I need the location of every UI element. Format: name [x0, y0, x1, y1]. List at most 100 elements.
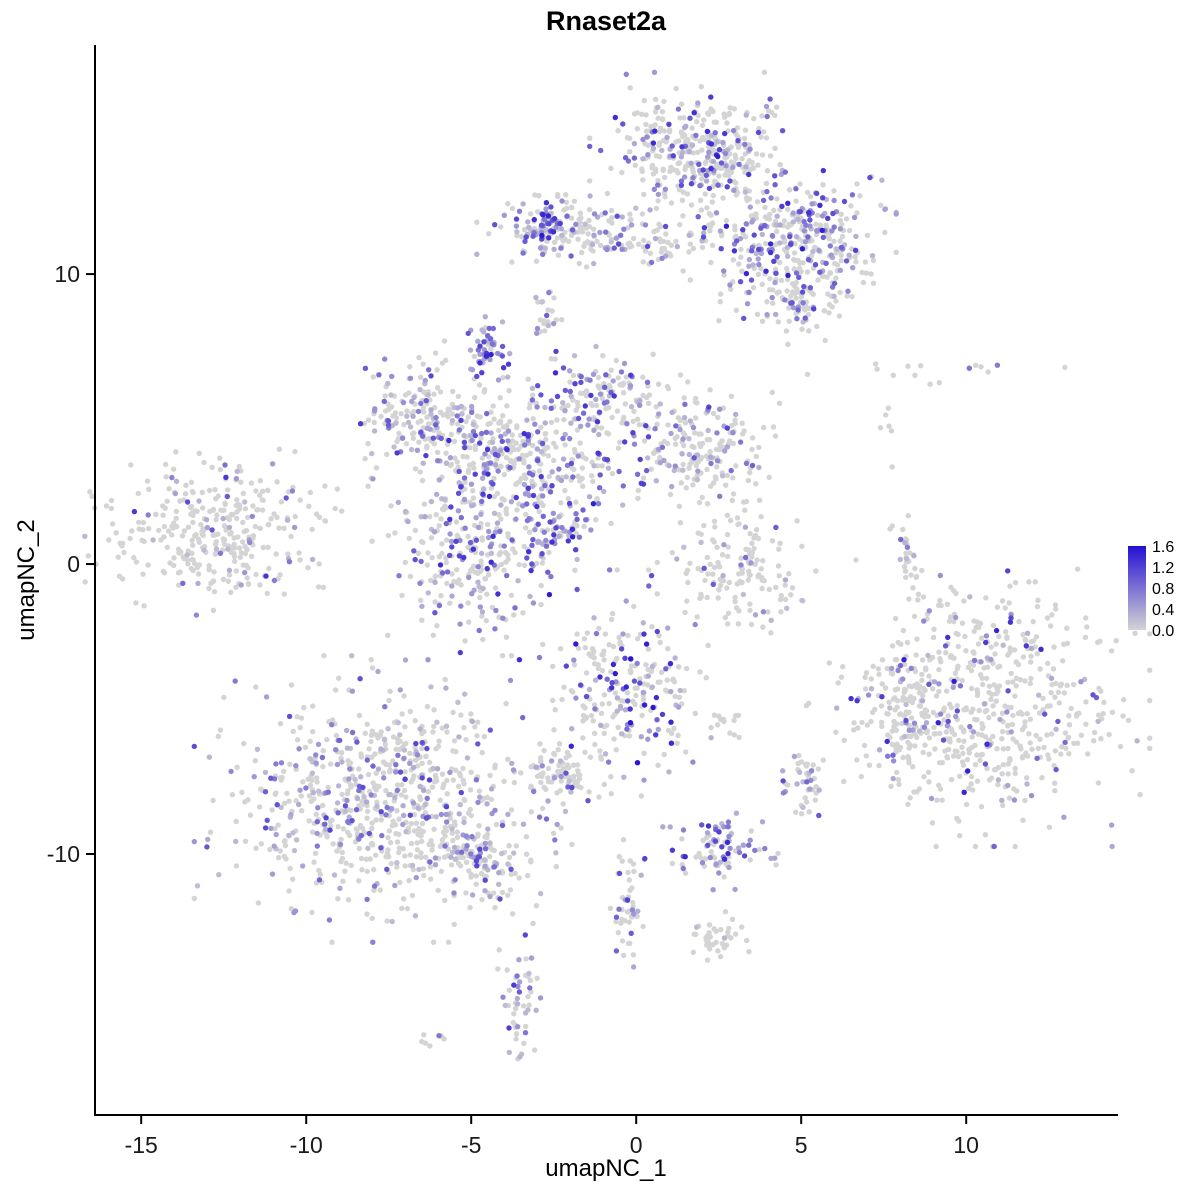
- data-point: [868, 271, 874, 277]
- data-point: [286, 888, 292, 894]
- data-point: [937, 730, 943, 737]
- data-point: [406, 390, 412, 396]
- data-point: [615, 724, 621, 731]
- data-point: [469, 367, 476, 373]
- data-point: [652, 109, 659, 115]
- data-point: [759, 281, 765, 287]
- data-point: [753, 527, 760, 533]
- data-point: [713, 928, 719, 934]
- data-point: [282, 842, 289, 849]
- data-point: [853, 233, 859, 240]
- data-point: [685, 379, 691, 385]
- data-point: [719, 552, 726, 558]
- data-point: [198, 521, 204, 528]
- data-point: [497, 550, 504, 556]
- data-point: [254, 746, 261, 752]
- data-point: [892, 615, 899, 622]
- data-point: [284, 517, 291, 523]
- data-point: [588, 527, 594, 533]
- data-point: [445, 414, 451, 420]
- data-point: [725, 929, 731, 935]
- data-point: [934, 797, 940, 803]
- data-point: [486, 572, 492, 578]
- data-point: [479, 370, 485, 376]
- data-point: [777, 222, 783, 228]
- data-point: [1034, 755, 1040, 761]
- data-point: [982, 832, 989, 838]
- data-point: [738, 254, 744, 260]
- data-point: [577, 210, 584, 216]
- data-point: [833, 298, 839, 304]
- data-point: [923, 665, 929, 671]
- data-point: [376, 372, 382, 378]
- data-point: [758, 566, 764, 572]
- data-point: [841, 198, 848, 205]
- data-point: [487, 336, 494, 342]
- data-point: [476, 788, 483, 794]
- data-point: [693, 854, 699, 860]
- data-point: [354, 795, 361, 802]
- data-point: [331, 872, 338, 878]
- data-point: [417, 469, 423, 475]
- data-point: [418, 418, 424, 424]
- data-point: [593, 402, 600, 409]
- data-point: [535, 521, 541, 527]
- data-point: [294, 737, 301, 743]
- data-point: [592, 706, 598, 712]
- data-point: [707, 946, 713, 952]
- data-point: [469, 566, 475, 572]
- data-point: [1048, 675, 1055, 681]
- data-point: [1000, 802, 1006, 809]
- data-point: [528, 809, 535, 815]
- data-point: [1100, 711, 1106, 717]
- data-point: [743, 460, 750, 467]
- data-point: [773, 270, 779, 276]
- data-point: [456, 553, 463, 559]
- data-point: [727, 105, 733, 111]
- data-point: [631, 441, 638, 447]
- data-point: [183, 482, 189, 488]
- data-point: [264, 590, 270, 597]
- data-point: [492, 762, 498, 768]
- data-point: [609, 470, 616, 477]
- data-point: [212, 532, 218, 538]
- data-point: [544, 312, 550, 319]
- data-point: [370, 374, 376, 380]
- data-point: [464, 454, 470, 460]
- data-point: [382, 799, 388, 806]
- data-point: [736, 161, 742, 167]
- data-point: [978, 635, 985, 641]
- data-point: [371, 428, 378, 434]
- data-point: [528, 567, 534, 574]
- data-point: [284, 790, 290, 796]
- data-point: [797, 769, 803, 775]
- data-point: [441, 1036, 447, 1042]
- data-point: [440, 412, 446, 418]
- data-point: [533, 258, 540, 264]
- data-point: [789, 585, 796, 591]
- data-point: [358, 855, 365, 862]
- data-point: [746, 256, 753, 263]
- data-point: [533, 764, 539, 770]
- data-point: [264, 817, 270, 823]
- data-point: [320, 584, 326, 590]
- data-point: [785, 253, 791, 259]
- data-point: [597, 472, 603, 478]
- data-point: [999, 728, 1006, 735]
- data-point: [754, 557, 760, 563]
- data-point: [635, 487, 641, 494]
- data-point: [882, 206, 888, 213]
- data-point: [705, 571, 711, 577]
- data-point: [735, 138, 741, 144]
- data-point: [401, 787, 408, 794]
- data-point: [473, 881, 479, 887]
- data-point: [432, 599, 438, 605]
- data-point: [993, 690, 999, 697]
- data-point: [568, 215, 575, 221]
- data-point: [407, 750, 413, 756]
- data-point: [217, 466, 223, 473]
- data-point: [955, 753, 962, 760]
- data-point: [454, 413, 460, 419]
- data-point: [407, 424, 414, 430]
- data-point: [559, 198, 565, 204]
